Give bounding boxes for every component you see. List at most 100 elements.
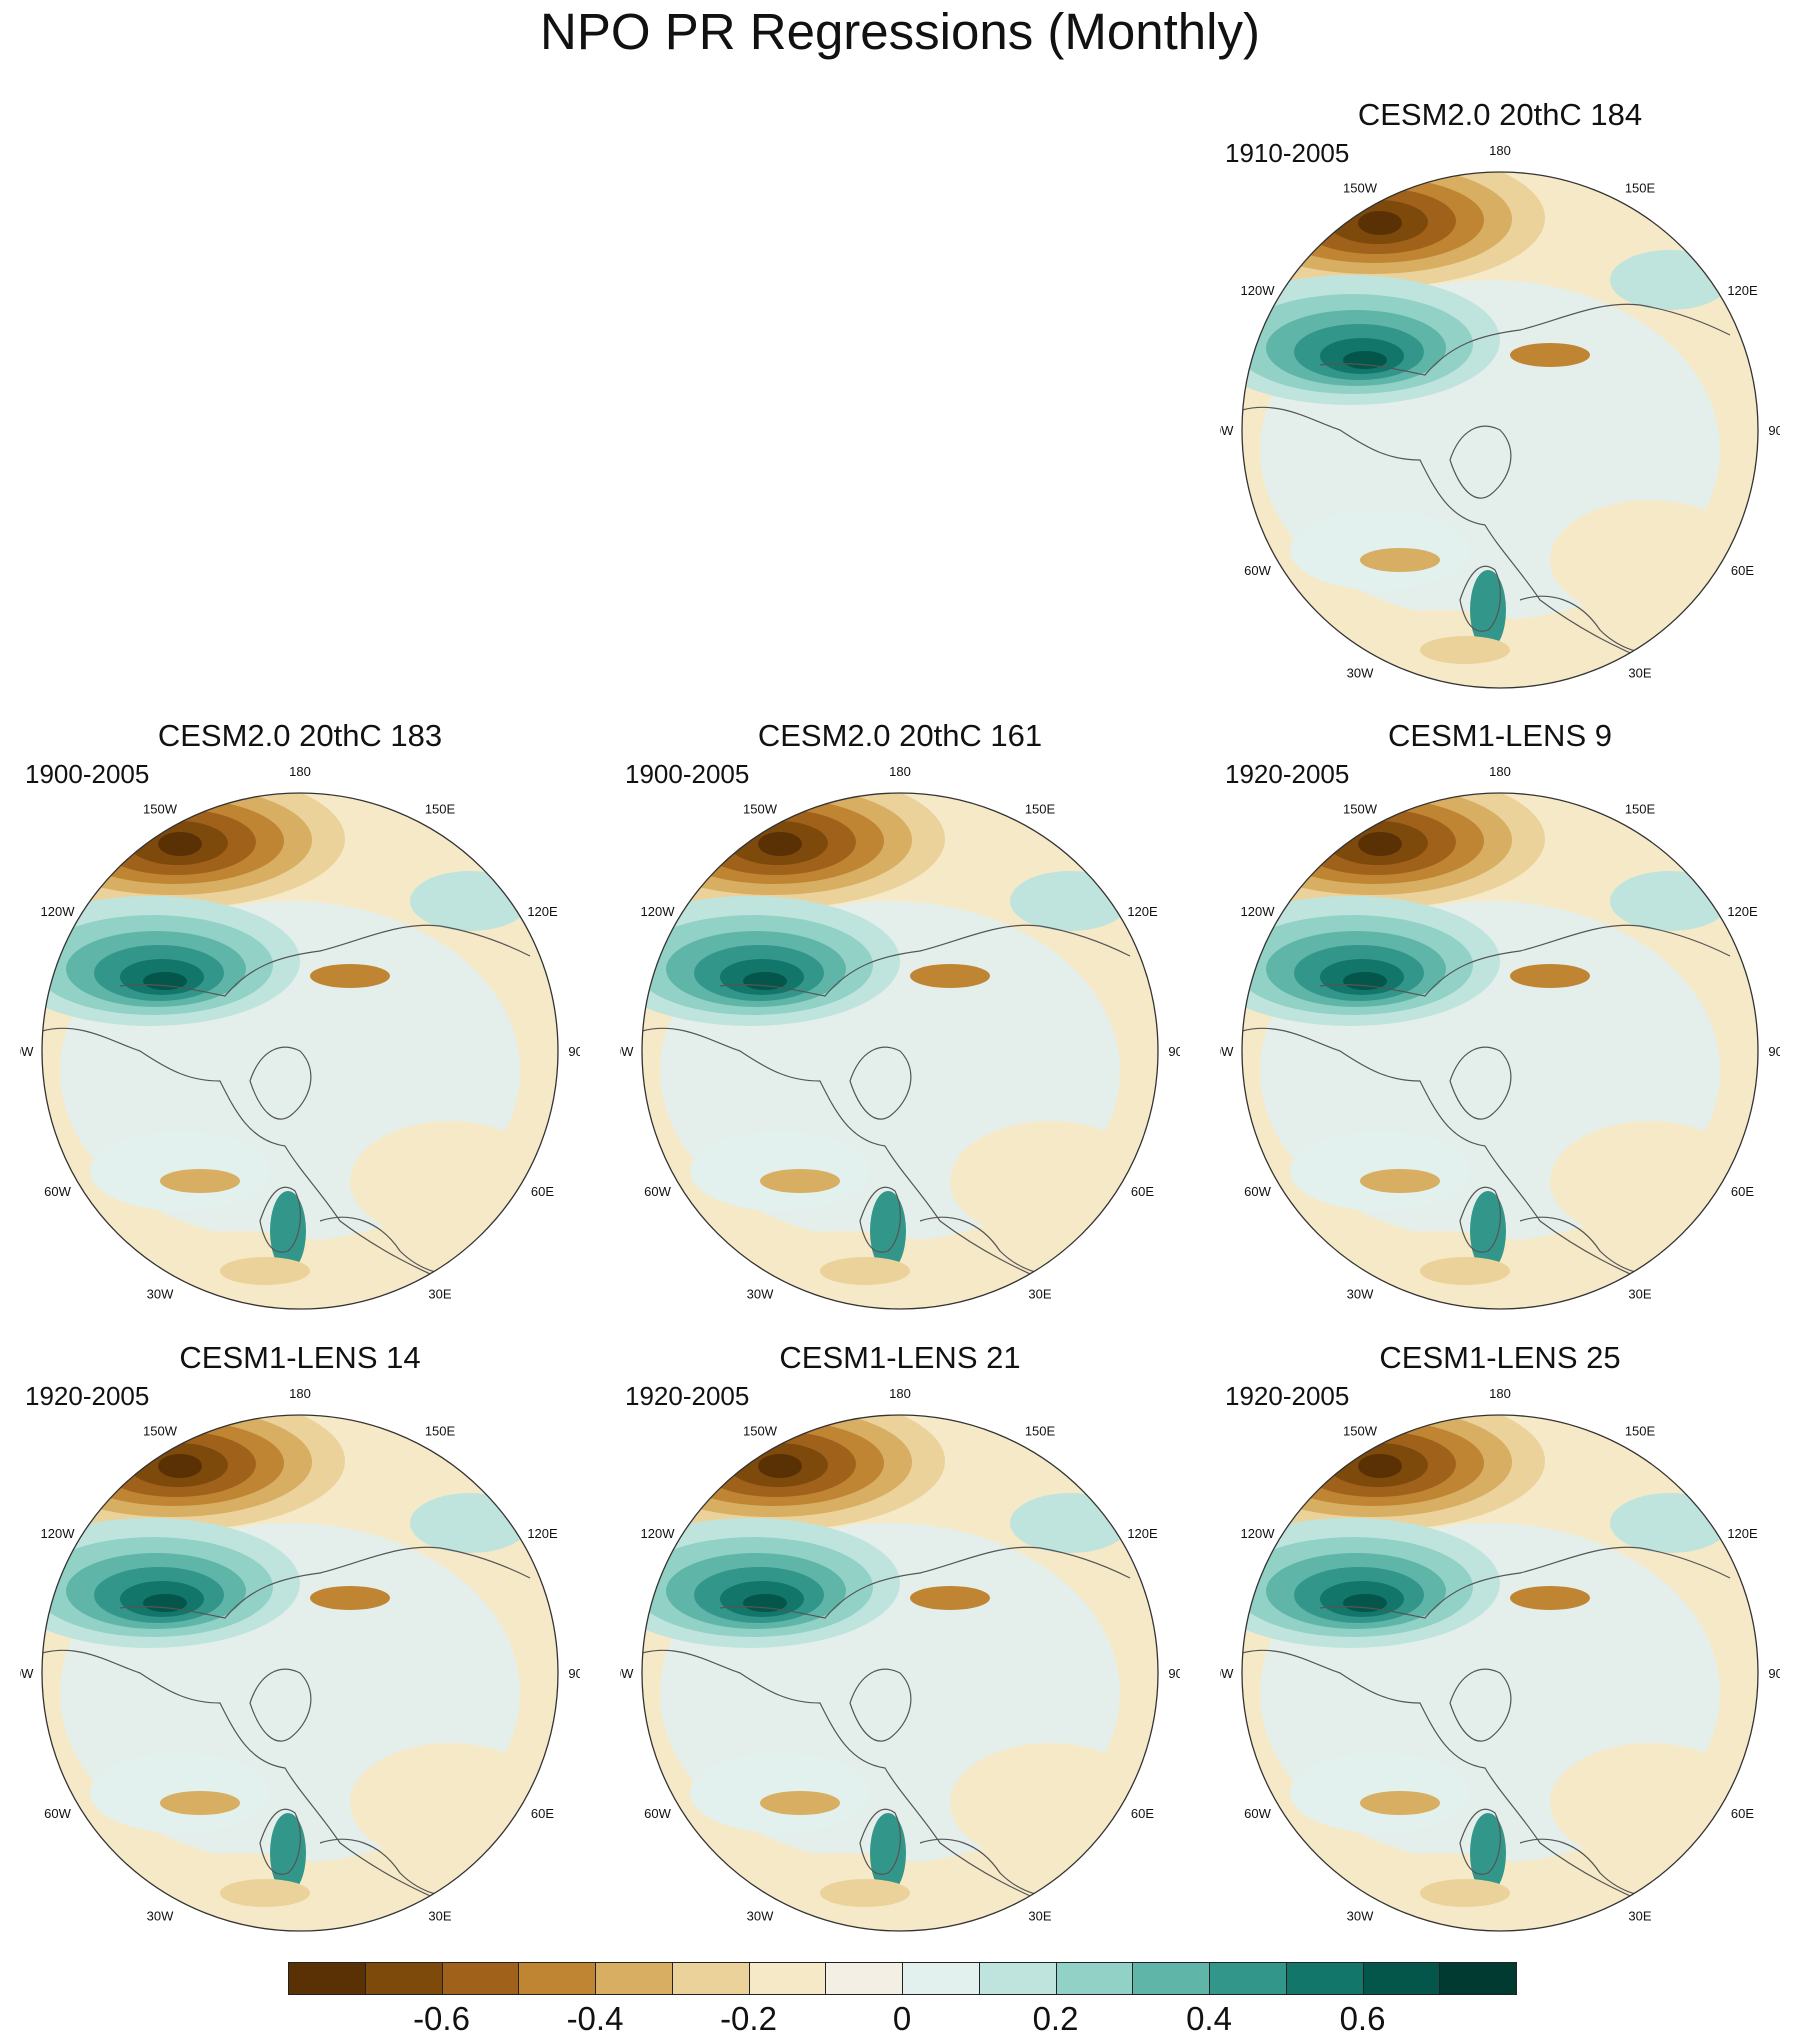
panel-years: 1920-2005 [1225,1381,1350,1411]
longitude-label: 180 [889,1386,911,1401]
longitude-label: 150W [1343,802,1378,817]
colorbar-label: 0.4 [1186,2000,1232,2037]
map-boundary [641,1414,1159,1932]
map-boundary [641,792,1159,1310]
polar-map: 180150E120E90E60E30E030W60W90W120W150W [1220,143,1780,689]
colorbar-swatch [1055,1962,1134,1995]
longitude-label: 60E [531,1806,554,1821]
colorbar-swatch [978,1962,1057,1995]
longitude-label: 120W [1241,1526,1276,1541]
pacific-dry-anomaly [758,1454,802,1478]
coastline [1319,924,1731,997]
longitude-label: 30E [1628,1287,1651,1302]
colorbar-swatch [441,1962,520,1995]
longitude-label: 120E [1727,283,1758,298]
longitude-label: 180 [1489,1386,1511,1401]
panel-title: CESM2.0 20thC 184 [1357,97,1643,132]
greenland-coast [249,1668,312,1742]
longitude-label: 90W [1220,1044,1234,1059]
longitude-label: 30W [747,1287,774,1302]
panel-title: CESM1-LENS 9 [1388,718,1612,753]
scandinavia-wet-anomaly [870,1813,906,1893]
longitude-label: 90E [1168,1044,1180,1059]
pacific-dry-anomaly [758,832,802,856]
longitude-label: 60E [1731,1184,1754,1199]
coastline [42,1027,471,1292]
greenland-coast [849,1046,912,1120]
longitude-label: 150W [1343,181,1378,196]
greenland-coast [1449,1046,1512,1120]
longitude-label: 150E [1625,181,1656,196]
colorbar-swatch [518,1962,596,1995]
pacific-dry-anomaly [1358,1454,1402,1478]
colorbar-swatch [364,1962,443,1995]
greenland-coast [849,1668,912,1742]
longitude-label: 150W [143,1424,178,1439]
longitude-label: 60E [1731,1806,1754,1821]
colorbar-swatch [1362,1962,1441,1995]
longitude-label: 180 [1489,143,1511,158]
longitude-label: 90W [1220,1666,1234,1681]
longitude-label: 90W [620,1044,634,1059]
polar-map: 180150E120E90E60E30E030W60W90W120W150W [1220,1386,1780,1932]
longitude-label: 120W [641,904,676,919]
longitude-label: 180 [289,764,311,779]
polar-map: 180150E120E90E60E30E030W60W90W120W150W [1220,764,1780,1310]
colorbar-swatch [1439,1962,1517,1995]
longitude-label: 60W [1244,563,1271,578]
longitude-label: 60E [1131,1806,1154,1821]
longitude-label: 90E [1768,1044,1780,1059]
longitude-label: 90E [1768,423,1780,438]
longitude-label: 60W [44,1184,71,1199]
scandinavia-coast [1459,1186,1501,1253]
longitude-label: 30W [1347,1909,1374,1924]
map-panel-l14: CESM1-LENS 14 1920-2005 180 150E 120E 90E 60E 3… [20,1338,580,1938]
longitude-label: 150E [425,802,456,817]
longitude-label: 30E [1028,1909,1051,1924]
longitude-label: 60E [531,1184,554,1199]
longitude-label: 120E [1127,904,1158,919]
polar-map: 180150E120E90E60E30E030W60W90W120W150W [620,1386,1180,1932]
longitude-label: 150E [1625,1424,1656,1439]
longitude-label: 120W [641,1526,676,1541]
longitude-label: 90W [1220,423,1234,438]
longitude-label: 150E [1625,802,1656,817]
scandinavia-wet-anomaly [270,1813,306,1893]
longitude-label: 120E [1727,904,1758,919]
longitude-label: 120W [41,1526,76,1541]
panel-years: 1900-2005 [625,759,750,789]
panel-title: CESM2.0 20thC 161 [757,718,1043,753]
pacific-dry-anomaly [1358,211,1402,235]
longitude-label: 150E [1025,1424,1056,1439]
polar-map: 180150E120E90E60E30E030W60W90W120W150W [620,764,1180,1310]
longitude-label: 150E [1025,802,1056,817]
map-boundary [1241,1414,1759,1932]
map-boundary [41,792,559,1310]
longitude-label: 60W [44,1806,71,1821]
coastline [1242,406,1671,671]
pacific-dry-anomaly [1358,832,1402,856]
colorbar: -0.6 -0.4 -0.2 0 0.2 0.4 0.6 [288,1962,1517,2042]
longitude-label: 120E [1127,1526,1158,1541]
longitude-label: 120E [527,1526,558,1541]
colorbar-label: 0 [892,2000,912,2037]
map-panel-l25: CESM1-LENS 25 1920-2005 180 150E 120E 90E 60E 3… [1220,1338,1780,1938]
longitude-label: 180 [289,1386,311,1401]
panel-years: 1900-2005 [25,759,150,789]
greenland-coast [1449,425,1512,499]
longitude-label: 60E [1731,563,1754,578]
longitude-label: 90W [20,1044,34,1059]
longitude-label: 30E [428,1909,451,1924]
longitude-label: 90W [20,1666,34,1681]
colorbar-swatch [1132,1962,1210,1995]
scandinavia-coast [1459,1808,1501,1875]
colorbar-label: 0.6 [1339,2000,1386,2037]
longitude-label: 30W [147,1287,174,1302]
pacific-dry-anomaly [158,1454,202,1478]
longitude-label: 180 [889,764,911,779]
coastline [1319,1546,1731,1619]
colorbar-label: 0.2 [1032,2000,1079,2037]
panel-years: 1920-2005 [625,1381,750,1411]
longitude-label: 60W [1244,1184,1271,1199]
